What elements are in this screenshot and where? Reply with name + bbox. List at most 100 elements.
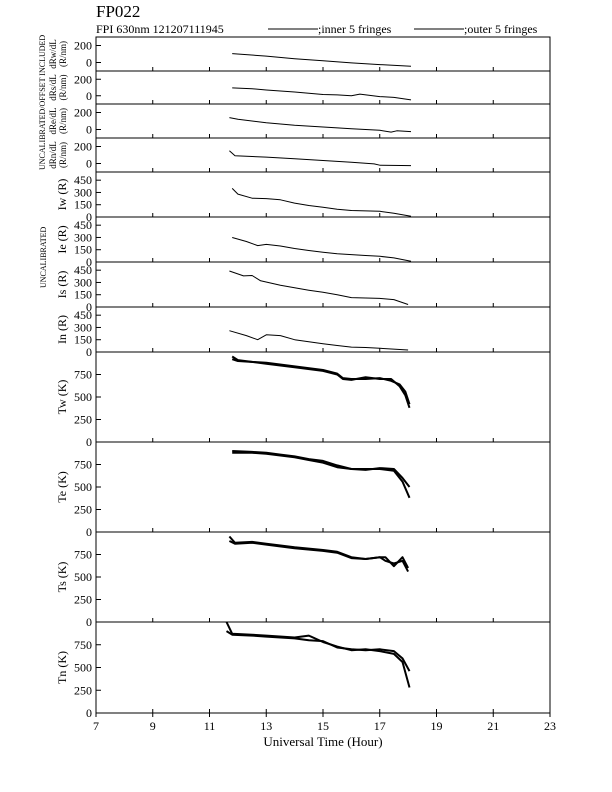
series-ts-outer [228, 540, 409, 573]
ytick-label-iw-2: 300 [74, 185, 92, 199]
ytick-label-tw-2: 500 [74, 390, 92, 404]
legend-inner-label: ;inner 5 fringes [318, 22, 392, 36]
series-ie-inner [232, 237, 412, 262]
panel-frame-tw [95, 351, 551, 443]
ytick-label-in-1: 150 [74, 333, 92, 347]
ytick-label-ts-1: 250 [74, 593, 92, 607]
ytick-label-drs-0: 0 [86, 89, 92, 103]
xaxis-tick-label-1: 9 [150, 719, 156, 733]
panel-tn: 0 250 500 750 Tn (K) [55, 621, 551, 720]
ytick-label-iw-0: 0 [86, 210, 92, 224]
ytick-label-te-2: 500 [74, 480, 92, 494]
ytick-label-ie-2: 300 [74, 230, 92, 244]
panel-frame-drw [95, 36, 551, 72]
panel-frame-tn [95, 621, 551, 714]
panel-tw: 0 250 500 750 Tw (K) [55, 351, 551, 449]
series-drw-inner [232, 53, 412, 67]
series-tw-inner [231, 358, 411, 405]
panels: 0 200 dRw/dL(R/nm) 0 200 dRs/dL(R/nm) 0 200 dRe/… [48, 36, 551, 720]
ylabel-drs: dRs/dL(R/nm) [48, 74, 68, 101]
panel-dre: 0 200 dRe/dL(R/nm) [48, 103, 551, 139]
legend-outer-label: ;outer 5 fringes [464, 22, 538, 36]
ytick-label-is-1: 150 [74, 288, 92, 302]
ytick-label-is-2: 300 [74, 275, 92, 289]
series-tn-outer [225, 630, 411, 672]
ytick-label-in-3: 450 [74, 308, 92, 322]
ytick-label-tw-3: 750 [74, 368, 92, 382]
ylabel-ts: Ts (K) [55, 562, 69, 593]
series-drs-inner [232, 87, 412, 101]
series-iw-inner [231, 188, 412, 217]
panel-frame-iw [95, 171, 551, 218]
ytick-label-dre-1: 200 [74, 106, 92, 120]
ytick-label-tn-3: 750 [74, 638, 92, 652]
panel-frame-ie [95, 216, 551, 263]
ylabel-tn: Tn (K) [55, 651, 69, 684]
series-tw-outer [231, 355, 411, 409]
panel-drn: 0 200 dRn/dL(R/nm) [48, 137, 551, 173]
ytick-label-dre-0: 0 [86, 123, 92, 137]
ytick-label-ts-2: 500 [74, 570, 92, 584]
ytick-label-te-1: 250 [74, 503, 92, 517]
xaxis-tick-label-0: 7 [93, 719, 99, 733]
ylabel-te: Te (K) [55, 471, 69, 502]
ytick-label-tn-0: 0 [86, 706, 92, 720]
series-tn-inner [225, 622, 411, 688]
panel-frame-in [95, 306, 551, 353]
ytick-label-drs-1: 200 [74, 72, 92, 86]
xaxis-tick-label-5: 17 [374, 719, 386, 733]
ytick-label-drw-0: 0 [86, 56, 92, 70]
xaxis-tick-label-6: 19 [431, 719, 443, 733]
side-label-calib-top: UNCALIBRATED [39, 226, 48, 288]
ytick-label-tw-0: 0 [86, 435, 92, 449]
ytick-label-ie-0: 0 [86, 255, 92, 269]
ytick-label-ts-0: 0 [86, 615, 92, 629]
ytick-label-tn-2: 500 [74, 661, 92, 675]
series-drn-inner [229, 150, 412, 167]
ylabel-drn: dRn/dL(R/nm) [48, 141, 68, 169]
series-te-inner [232, 450, 411, 499]
x-axis: 7 9 11 13 15 17 19 21 23 [93, 713, 556, 733]
ytick-label-ie-3: 450 [74, 218, 92, 232]
ytick-label-is-3: 450 [74, 263, 92, 277]
ytick-label-ie-1: 150 [74, 243, 92, 257]
panel-frame-drn [95, 137, 551, 173]
xaxis-tick-label-8: 23 [544, 719, 556, 733]
station-title: FP022 [96, 2, 140, 21]
series-is-inner [229, 270, 409, 305]
ytick-label-te-0: 0 [86, 525, 92, 539]
series-in-inner [229, 330, 409, 351]
ytick-label-tn-1: 250 [74, 683, 92, 697]
ytick-label-drw-1: 200 [74, 39, 92, 53]
ytick-label-drn-1: 200 [74, 140, 92, 154]
ytick-label-in-2: 300 [74, 320, 92, 334]
side-label-offset: UNCALIBRATED/OFFSET INCLUDED [38, 35, 47, 170]
panel-frame-is [95, 261, 551, 308]
ylabel-tw: Tw (K) [55, 380, 69, 415]
panel-frame-dre [95, 103, 551, 139]
series-ts-inner [228, 535, 409, 569]
header-info: FPI 630nm 121207111945 [96, 22, 224, 36]
ytick-label-in-0: 0 [86, 345, 92, 359]
xaxis-tick-label-2: 11 [204, 719, 216, 733]
ytick-label-te-3: 750 [74, 458, 92, 472]
panel-frame-te [95, 441, 551, 533]
ytick-label-ts-3: 750 [74, 548, 92, 562]
series-dre-inner [229, 117, 412, 133]
series-te-outer [232, 451, 411, 488]
panel-drw: 0 200 dRw/dL(R/nm) [48, 36, 551, 72]
ylabel-dre: dRe/dL(R/nm) [48, 108, 68, 135]
ylabel-ie: Ie (R) [55, 225, 69, 253]
xaxis-tick-label-4: 15 [317, 719, 329, 733]
panel-frame-drs [95, 70, 551, 105]
xaxis-tick-label-7: 21 [487, 719, 499, 733]
panel-frame-ts [95, 531, 551, 623]
ytick-label-is-0: 0 [86, 300, 92, 314]
xaxis-tick-label-3: 13 [260, 719, 272, 733]
ytick-label-iw-1: 150 [74, 198, 92, 212]
